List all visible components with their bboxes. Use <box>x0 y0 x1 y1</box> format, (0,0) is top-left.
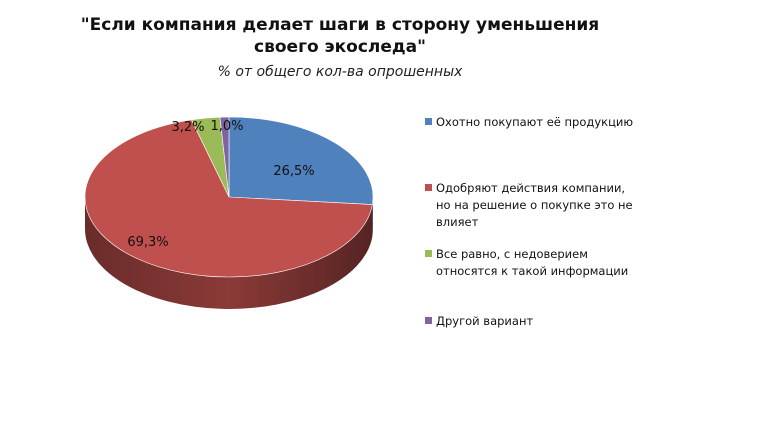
legend-label-eager-buyers: Охотно покупают её продукцию <box>436 114 655 131</box>
chart-subtitle: % от общего кол-ва опрошенных <box>217 64 463 80</box>
legend-label-distrust: Все равно, с недоверием относятся к тако… <box>436 246 655 280</box>
legend-label-other: Другой вариант <box>436 313 655 330</box>
pie-slice-3 <box>219 116 230 198</box>
legend-item-eager-buyers: Охотно покупают её продукцию <box>425 114 655 131</box>
legend-item-other: Другой вариант <box>425 313 655 330</box>
legend-swatch-other <box>425 317 432 324</box>
pie-slice-1 <box>84 119 373 278</box>
legend-line: Охотно покупают её продукцию <box>436 115 634 129</box>
legend-line: Другой вариант <box>436 314 534 328</box>
chart-title-line-2: своего экоследа" <box>254 37 426 57</box>
data-label-1: 69,3% <box>127 235 168 250</box>
chart-title-line-1: "Если компания делает шаги в сторону уме… <box>80 15 600 35</box>
legend-label-approve: Одобряют действия компании, но на решени… <box>436 180 655 231</box>
pie-side-walls <box>85 197 373 310</box>
data-label-2: 3,2% <box>171 120 204 135</box>
legend-swatch-approve <box>425 184 432 191</box>
legend-line: Одобряют действия компании, <box>436 181 626 195</box>
legend-line: Все равно, с недоверием <box>436 247 588 261</box>
legend-line: влияет <box>436 215 479 229</box>
data-label-0: 26,5% <box>273 164 314 179</box>
legend-swatch-distrust <box>425 250 432 257</box>
legend-line: относятся к такой информации <box>436 264 629 278</box>
legend-item-approve: Одобряют действия компании, но на решени… <box>425 180 655 231</box>
data-label-3: 1,0% <box>210 119 243 134</box>
pie-wall-0 <box>372 197 373 237</box>
pie-wall-1 <box>85 197 373 310</box>
legend-line: но на решение о покупке это не <box>436 198 633 212</box>
legend-item-distrust: Все равно, с недоверием относятся к тако… <box>425 246 655 280</box>
pie-slice-0 <box>228 116 374 205</box>
chart-title: "Если компания делает шаги в сторону уме… <box>60 14 620 58</box>
legend-swatch-eager-buyers <box>425 118 432 125</box>
